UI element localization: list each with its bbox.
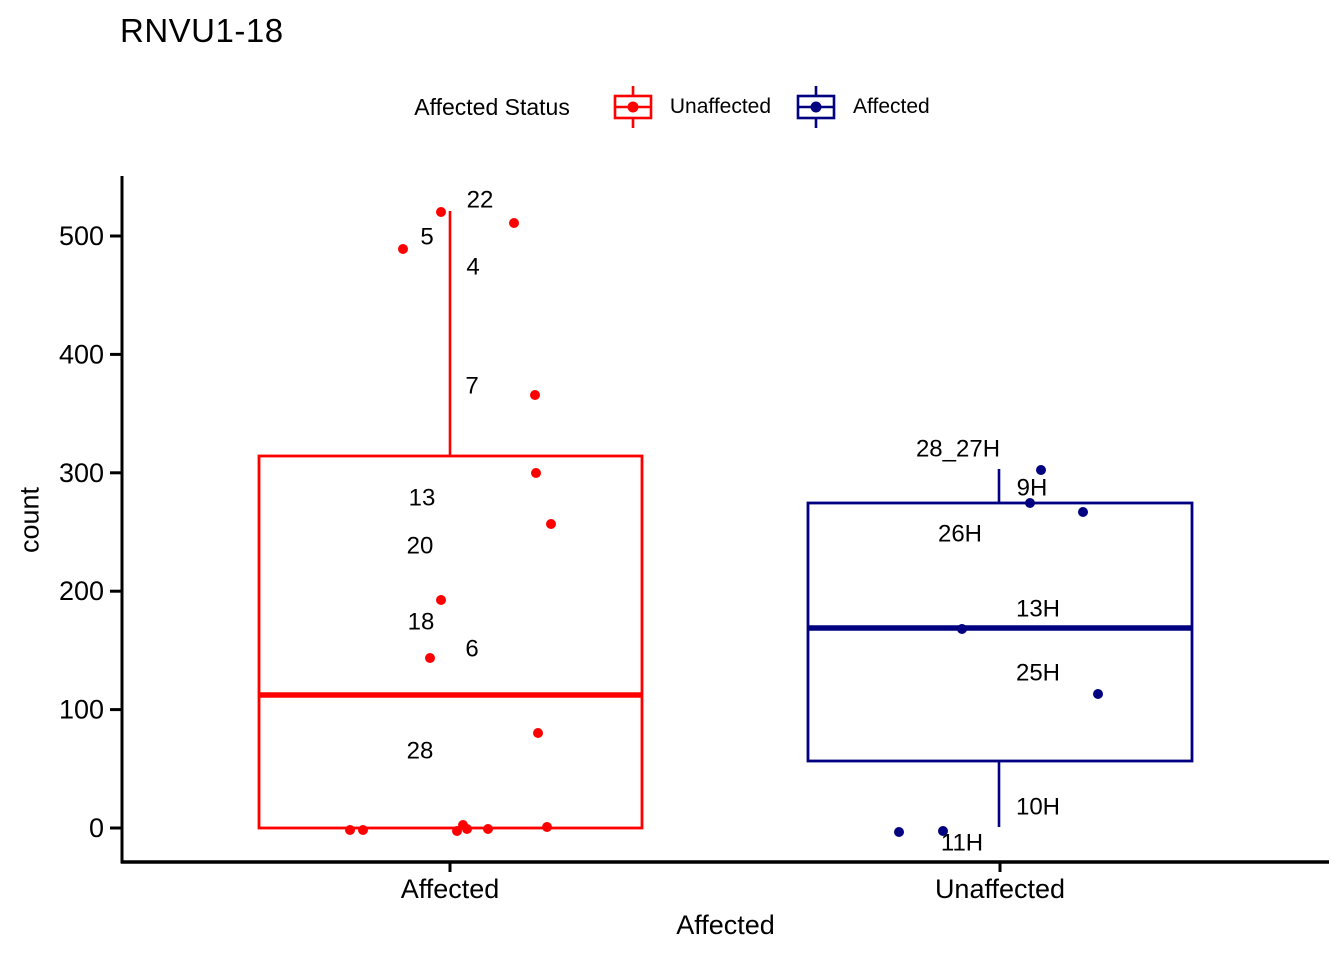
- point-label-unaffected: 11H: [941, 830, 983, 857]
- chart-title: RNVU1-18: [120, 12, 284, 49]
- jitter-point-affected: [436, 595, 446, 605]
- point-label-affected: 20: [407, 533, 434, 560]
- point-label-unaffected: 28_27H: [916, 436, 1000, 463]
- jitter-point-affected: [425, 653, 435, 663]
- jitter-point-affected: [542, 822, 552, 832]
- box-affected: [257, 454, 644, 830]
- jitter-point-affected: [462, 824, 472, 834]
- jitter-point-affected: [509, 218, 519, 228]
- y-tick-label: 400: [59, 339, 104, 369]
- legend-label-affected: Affected: [853, 95, 930, 118]
- y-tick-label: 200: [59, 576, 104, 606]
- point-label-affected: 4: [466, 254, 479, 281]
- point-label-affected: 6: [465, 636, 478, 663]
- jitter-point-unaffected: [1078, 507, 1088, 517]
- x-tick-label: Affected: [401, 874, 500, 904]
- jitter-point-affected: [436, 207, 446, 217]
- jitter-point-unaffected: [1093, 689, 1103, 699]
- point-label-unaffected: 26H: [938, 521, 982, 548]
- jitter-point-unaffected: [1025, 498, 1035, 508]
- point-label-affected: 22: [467, 187, 494, 214]
- jitter-point-unaffected: [894, 827, 904, 837]
- legend-title: Affected Status: [414, 93, 570, 120]
- boxplot-key-icon-affected: [796, 86, 836, 128]
- y-axis-title: count: [14, 486, 45, 554]
- y-tick-label: 100: [59, 695, 104, 725]
- point-label-affected: 7: [465, 373, 478, 400]
- box-unaffected: [806, 501, 1194, 763]
- jitter-point-affected: [531, 468, 541, 478]
- point-label-affected: 18: [408, 609, 435, 636]
- point-label-affected: 5: [420, 224, 433, 251]
- point-label-unaffected: 13H: [1016, 596, 1060, 623]
- legend: Affected Status Unaffected Affected: [0, 84, 1344, 130]
- point-label-unaffected: 25H: [1016, 660, 1060, 687]
- jitter-point-affected: [483, 824, 493, 834]
- y-tick-label: 300: [59, 458, 104, 488]
- jitter-point-unaffected: [957, 624, 967, 634]
- point-label-affected: 28: [407, 738, 434, 765]
- legend-label-unaffected: Unaffected: [669, 95, 772, 118]
- y-tick-label: 500: [59, 221, 104, 251]
- point-label-unaffected: 10H: [1016, 794, 1060, 821]
- point-label-unaffected: 9H: [1017, 475, 1048, 502]
- jitter-point-affected: [398, 244, 408, 254]
- y-tick-label: 0: [89, 813, 104, 843]
- jitter-point-affected: [533, 728, 543, 738]
- jitter-point-unaffected: [1036, 465, 1046, 475]
- jitter-point-affected: [546, 519, 556, 529]
- jitter-point-affected: [530, 390, 540, 400]
- x-tick-label: Unaffected: [935, 874, 1065, 904]
- jitter-point-affected: [358, 825, 368, 835]
- jitter-point-affected: [345, 825, 355, 835]
- x-axis-title: Affected: [676, 910, 775, 940]
- jitter-point-unaffected: [938, 826, 948, 836]
- point-label-affected: 13: [409, 485, 436, 512]
- boxplot-key-icon-unaffected: [613, 86, 653, 128]
